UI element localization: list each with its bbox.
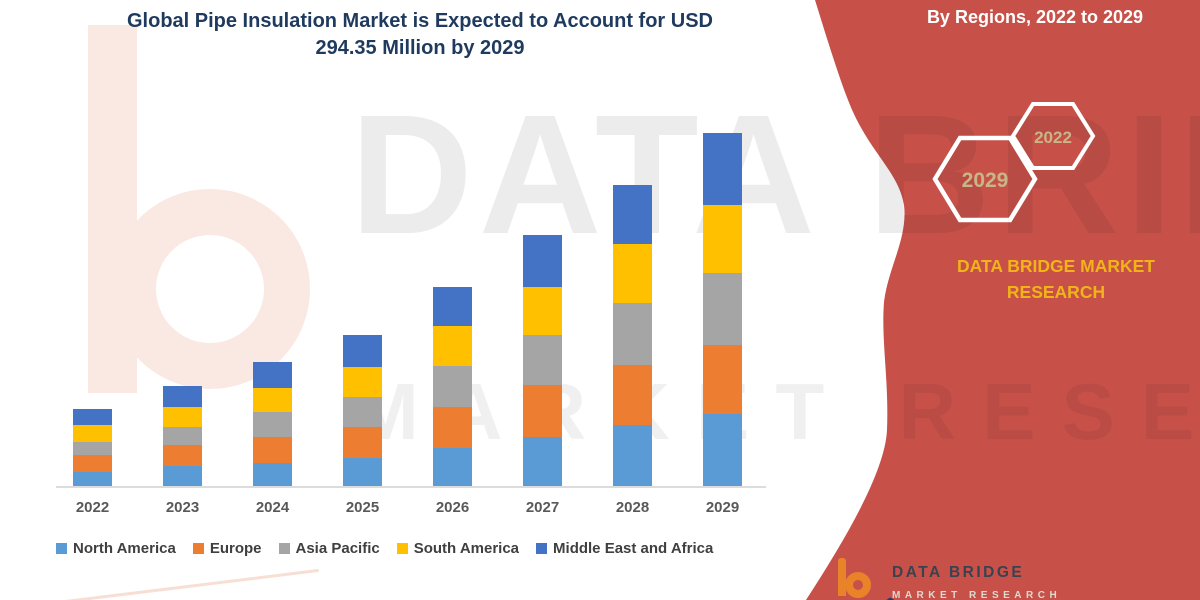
- bar-column-2025: [343, 335, 382, 487]
- bar-segment-south-america: [703, 205, 742, 273]
- x-axis-line: [56, 486, 766, 488]
- x-axis-label-2023: 2023: [165, 499, 200, 516]
- bar-segment-middle-east-and-africa: [253, 362, 292, 388]
- bar-segment-middle-east-and-africa: [613, 185, 652, 244]
- x-axis-labels: 2022 2023 2024 2025 2026 2027 2028 2029: [73, 499, 742, 516]
- chart-legend: North America Europe Asia Pacific South Ame…: [56, 540, 713, 557]
- bar-segment-europe: [433, 407, 472, 448]
- bar-segment-asia-pacific: [433, 366, 472, 407]
- bar-column-2026: [433, 287, 472, 487]
- legend-marker-asia-pacific: [278, 543, 290, 554]
- legend-item-south-america: South America: [396, 540, 520, 557]
- year-hexagons: 2022 2029: [932, 102, 1096, 223]
- hexagon-2022: [1010, 102, 1096, 170]
- legend-marker-europe: [192, 543, 204, 554]
- logo-b-stem-icon: [838, 558, 846, 596]
- bar-segment-north-america: [523, 437, 562, 487]
- bar-column-2023: [163, 386, 202, 487]
- bar-segment-south-america: [163, 407, 202, 427]
- bar-segment-south-america: [343, 367, 382, 397]
- bar-segment-europe: [163, 445, 202, 466]
- bar-segment-middle-east-and-africa: [703, 133, 742, 205]
- bar-segment-asia-pacific: [253, 412, 292, 437]
- x-axis-label-2022: 2022: [75, 499, 110, 516]
- bar-column-2028: [613, 185, 652, 487]
- bar-segment-north-america: [343, 458, 382, 487]
- bar-segment-asia-pacific: [703, 273, 742, 345]
- bar-column-2027: [523, 235, 562, 487]
- bar-segment-north-america: [73, 472, 112, 487]
- x-axis-label-2024: 2024: [255, 499, 290, 516]
- bar-segment-north-america: [433, 448, 472, 487]
- bar-segment-north-america: [253, 463, 292, 487]
- stacked-bar-chart: [73, 0, 742, 487]
- legend-label-north-america: North America: [73, 540, 176, 557]
- watermark-text-line2: MARKET RESEARCH: [352, 367, 1200, 456]
- bar-segment-europe: [343, 427, 382, 458]
- bar-segment-south-america: [613, 244, 652, 303]
- footer-logo: DATA BRIDGE MARKET RESEARCH: [827, 556, 1162, 600]
- hexagon-2022-label: 2022: [1034, 128, 1072, 147]
- logo-b-bowl-icon: [845, 572, 871, 598]
- hexagon-2029-label: 2029: [962, 169, 1009, 192]
- x-axis-label-2025: 2025: [345, 499, 380, 516]
- bar-segment-middle-east-and-africa: [73, 409, 112, 425]
- bar-segment-south-america: [523, 287, 562, 335]
- bar-segment-middle-east-and-africa: [523, 235, 562, 287]
- bar-segment-asia-pacific: [163, 427, 202, 445]
- watermark-text-line1: DATA BRIDGE: [350, 80, 1200, 270]
- legend-item-europe: Europe: [192, 540, 262, 557]
- bar-segment-europe: [613, 365, 652, 425]
- bar-segment-asia-pacific: [613, 303, 652, 365]
- x-axis-label-2027: 2027: [525, 499, 560, 516]
- x-axis-label-2026: 2026: [435, 499, 470, 516]
- legend-item-middle-east-and-africa: Middle East and Africa: [536, 540, 713, 557]
- legend-label-asia-pacific: Asia Pacific: [295, 540, 380, 557]
- legend-label-middle-east-and-africa: Middle East and Africa: [553, 540, 714, 557]
- bar-segment-north-america: [613, 425, 652, 487]
- bar-segment-south-america: [73, 425, 112, 442]
- legend-marker-middle-east-and-africa: [536, 543, 548, 554]
- bar-segment-europe: [73, 455, 112, 472]
- legend-label-south-america: South America: [413, 540, 520, 557]
- x-axis-label-2029: 2029: [705, 499, 740, 516]
- bar-segment-europe: [703, 345, 742, 414]
- brand-text: DATA BRIDGE MARKET RESEARCH: [920, 253, 1192, 305]
- bar-column-2024: [253, 362, 292, 487]
- bar-segment-asia-pacific: [73, 442, 112, 455]
- chart-title-line2: 294.35 Million by 2029: [315, 37, 525, 59]
- bar-segment-north-america: [703, 414, 742, 487]
- datab-bridge-b-watermark-icon: [88, 25, 310, 393]
- bar-segment-asia-pacific: [343, 397, 382, 427]
- brand-text-line2: RESEARCH: [1006, 282, 1106, 302]
- footer-logo-name: DATA BRIDGE: [892, 564, 1025, 581]
- brand-text-line1: DATA BRIDGE MARKET: [957, 256, 1155, 276]
- legend-label-europe: Europe: [209, 540, 262, 557]
- bar-segment-south-america: [253, 388, 292, 412]
- x-axis-label-2028: 2028: [615, 499, 650, 516]
- bar-column-2022: [73, 409, 112, 487]
- bar-segment-middle-east-and-africa: [343, 335, 382, 367]
- legend-item-north-america: North America: [56, 540, 176, 557]
- legend-item-asia-pacific: Asia Pacific: [278, 540, 380, 557]
- by-regions-heading: By Regions, 2022 to 2029: [926, 7, 1144, 27]
- bar-segment-south-america: [433, 326, 472, 366]
- bar-segment-europe: [523, 385, 562, 437]
- legend-marker-north-america: [56, 543, 67, 554]
- bar-column-2029: [703, 133, 742, 487]
- bar-segment-asia-pacific: [523, 335, 562, 385]
- chart-title-line1: Global Pipe Insulation Market is Expecte…: [126, 10, 713, 32]
- chart-title: Global Pipe Insulation Market is Expecte…: [90, 8, 750, 62]
- bar-segment-middle-east-and-africa: [163, 386, 202, 407]
- bar-segment-europe: [253, 437, 292, 463]
- bar-segment-north-america: [163, 466, 202, 487]
- footer-logo-subtitle: MARKET RESEARCH: [892, 590, 1062, 600]
- bar-segment-middle-east-and-africa: [433, 287, 472, 326]
- legend-marker-south-america: [396, 543, 408, 554]
- hexagon-2029: [932, 135, 1038, 223]
